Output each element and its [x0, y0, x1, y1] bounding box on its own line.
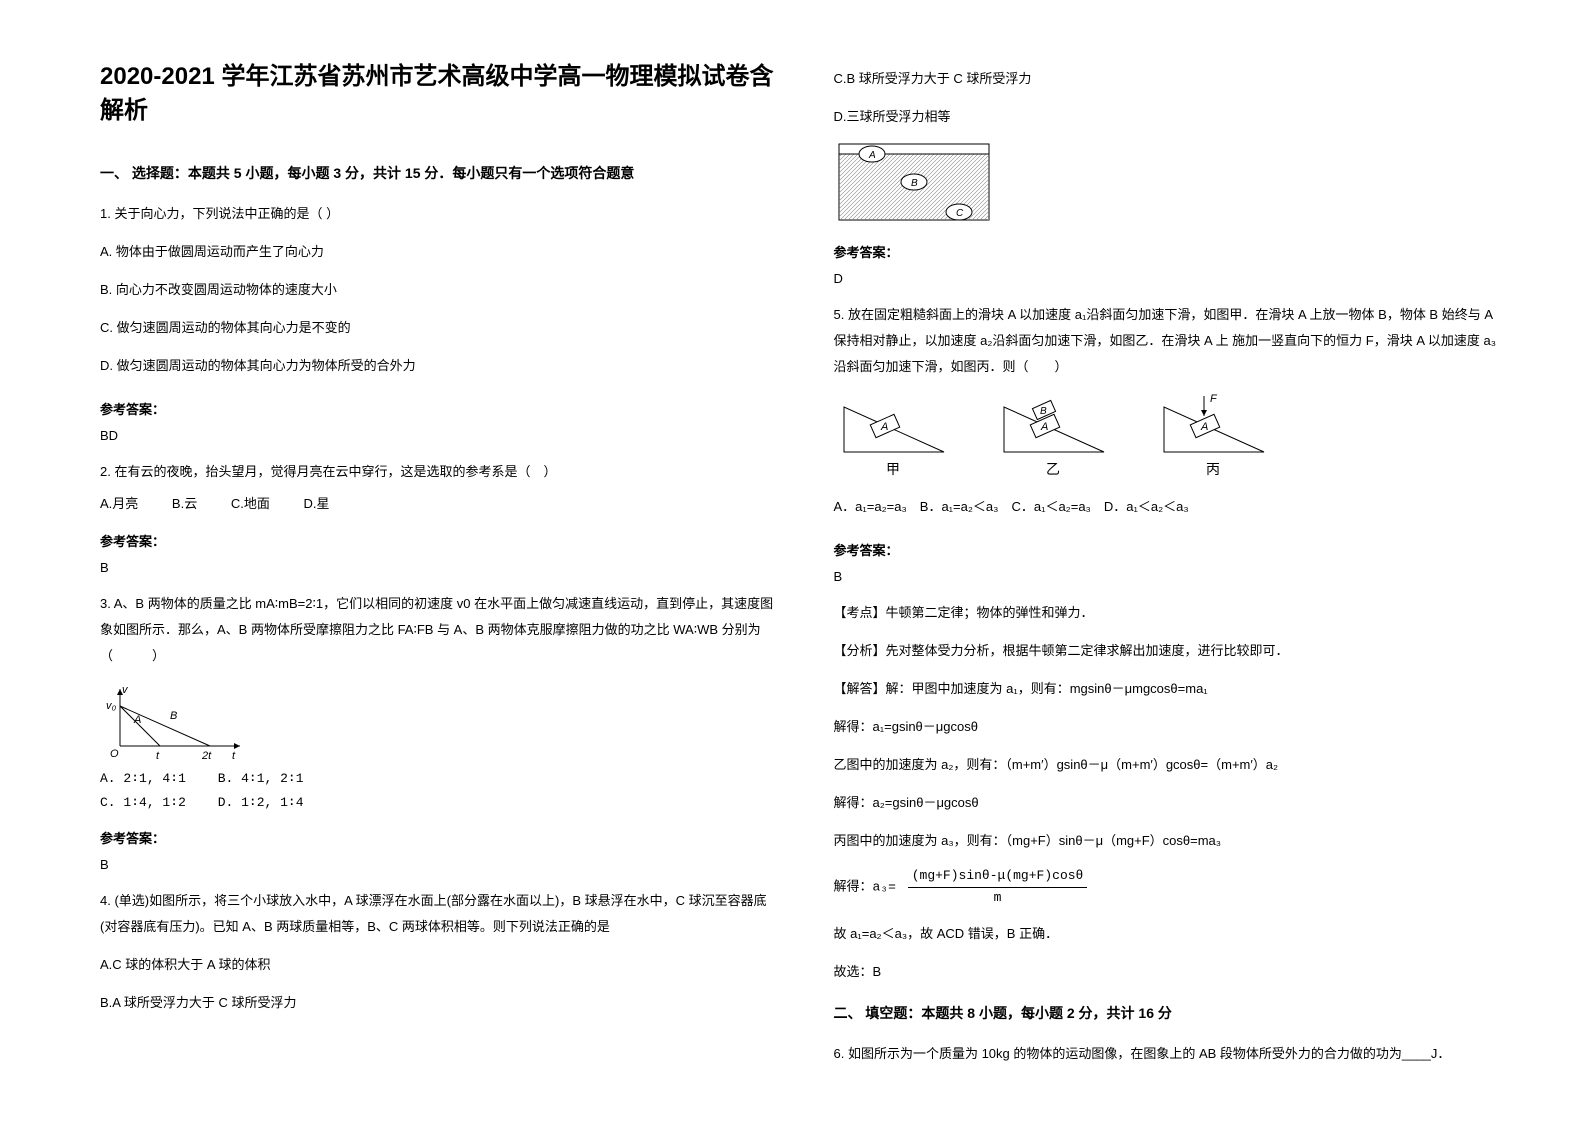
answer-label-4: 参考答案：	[834, 242, 1508, 261]
fraction-denominator: m	[908, 888, 1088, 909]
svg-text:v₀: v₀	[106, 700, 117, 712]
q3-answer: B	[100, 857, 774, 872]
q2-option-b: B.云	[172, 496, 197, 511]
q2-option-a: A.月亮	[100, 496, 138, 511]
q2-answer: B	[100, 560, 774, 575]
q3-velocity-graph: v v₀ A B O t 2t t	[100, 681, 250, 761]
svg-text:B: B	[1040, 406, 1047, 417]
q3-option-c: C. 1∶4, 1∶2	[100, 795, 186, 810]
left-column: 2020-2021 学年江苏省苏州市艺术高级中学高一物理模拟试卷含解析 一、 选…	[100, 60, 774, 1082]
q5-options: A．a₁=a₂=a₃ B．a₁=a₂＜a₃ C．a₁＜a₂=a₃ D．a₁＜a₂…	[834, 494, 1508, 520]
svg-text:v: v	[122, 684, 129, 696]
right-column: C.B 球所受浮力大于 C 球所受浮力 D.三球所受浮力相等 A B C 参考答…	[834, 60, 1508, 1082]
q4-option-c: C.B 球所受浮力大于 C 球所受浮力	[834, 66, 1508, 92]
q5-answer: B	[834, 569, 1508, 584]
q5-incline-diagram: A 甲 A B 乙 A F 丙	[834, 392, 1294, 482]
fraction-icon: (mg+F)sinθ-μ(mg+F)cosθ m	[908, 866, 1088, 909]
section-1-heading: 一、 选择题：本题共 5 小题，每小题 3 分，共计 15 分．每小题只有一个选…	[100, 163, 774, 183]
q1-option-d: D. 做匀速圆周运动的物体其向心力为物体所受的合外力	[100, 353, 774, 379]
q2-option-c: C.地面	[231, 496, 270, 511]
svg-text:C: C	[956, 208, 964, 219]
q5-sol-9: 故 a₁=a₂＜a₃，故 ACD 错误，B 正确．	[834, 921, 1508, 947]
svg-text:2t: 2t	[201, 750, 212, 761]
svg-text:A: A	[868, 150, 876, 161]
q4-stem: 4. (单选)如图所示，将三个小球放入水中，A 球漂浮在水面上(部分露在水面以上…	[100, 888, 774, 940]
svg-text:A: A	[880, 421, 888, 433]
svg-text:t: t	[156, 750, 160, 761]
svg-text:B: B	[170, 710, 177, 722]
q6-stem: 6. 如图所示为一个质量为 10kg 的物体的运动图像，在图象上的 AB 段物体…	[834, 1041, 1508, 1067]
svg-text:甲: 甲	[886, 461, 900, 477]
answer-label-1: 参考答案：	[100, 399, 774, 418]
q5-sol-8: 解得：a₃= (mg+F)sinθ-μ(mg+F)cosθ m	[834, 866, 1508, 909]
svg-text:A: A	[1200, 421, 1208, 433]
q3-option-d: D. 1∶2, 1∶4	[218, 795, 304, 810]
q5-sol-2: 【分析】先对整体受力分析，根据牛顿第二定律求解出加速度，进行比较即可．	[834, 638, 1508, 664]
exam-title: 2020-2021 学年江苏省苏州市艺术高级中学高一物理模拟试卷含解析	[100, 60, 774, 127]
q4-option-a: A.C 球的体积大于 A 球的体积	[100, 952, 774, 978]
fraction-numerator: (mg+F)sinθ-μ(mg+F)cosθ	[908, 866, 1088, 888]
svg-text:A: A	[133, 714, 141, 726]
svg-text:B: B	[911, 178, 918, 189]
svg-text:t: t	[232, 750, 236, 761]
q3-option-b: B. 4∶1, 2∶1	[218, 771, 304, 786]
q4-option-d: D.三球所受浮力相等	[834, 104, 1508, 130]
section-2-heading: 二、 填空题：本题共 8 小题，每小题 2 分，共计 16 分	[834, 1003, 1508, 1023]
answer-label-2: 参考答案：	[100, 531, 774, 550]
q2-options: A.月亮 B.云 C.地面 D.星	[100, 491, 774, 517]
q4-buoyancy-diagram: A B C	[834, 142, 994, 222]
svg-text:乙: 乙	[1046, 461, 1060, 477]
svg-text:F: F	[1210, 393, 1218, 405]
q5-stem: 5. 放在固定粗糙斜面上的滑块 A 以加速度 a₁沿斜面匀加速下滑，如图甲．在滑…	[834, 302, 1508, 380]
q5-sol-10: 故选：B	[834, 959, 1508, 985]
svg-text:O: O	[110, 748, 119, 760]
q4-answer: D	[834, 271, 1508, 286]
answer-label-5: 参考答案：	[834, 540, 1508, 559]
q4-option-b: B.A 球所受浮力大于 C 球所受浮力	[100, 990, 774, 1016]
q2-stem: 2. 在有云的夜晚，抬头望月，觉得月亮在云中穿行，这是选取的参考系是（ ）	[100, 459, 774, 485]
q5-sol-7: 丙图中的加速度为 a₃，则有：（mg+F）sinθ－μ（mg+F）cosθ=ma…	[834, 828, 1508, 854]
q1-option-a: A. 物体由于做圆周运动而产生了向心力	[100, 239, 774, 265]
q3-option-a: A. 2∶1, 4∶1	[100, 771, 186, 786]
q3-options: A. 2∶1, 4∶1 B. 4∶1, 2∶1 C. 1∶4, 1∶2 D. 1…	[100, 767, 774, 814]
q5-sol-1: 【考点】牛顿第二定律；物体的弹性和弹力．	[834, 600, 1508, 626]
q2-option-d: D.星	[303, 496, 329, 511]
q3-stem: 3. A、B 两物体的质量之比 mA∶mB=2∶1，它们以相同的初速度 v0 在…	[100, 591, 774, 669]
q5-sol-6: 解得：a₂=gsinθ－μgcosθ	[834, 790, 1508, 816]
answer-label-3: 参考答案：	[100, 828, 774, 847]
q1-option-c: C. 做匀速圆周运动的物体其向心力是不变的	[100, 315, 774, 341]
svg-text:丙: 丙	[1206, 461, 1220, 477]
q5-sol-8-prefix: 解得：a₃=	[834, 880, 896, 895]
q1-answer: BD	[100, 428, 774, 443]
q5-sol-3: 【解答】解：甲图中加速度为 a₁，则有：mgsinθ－μmgcosθ=ma₁	[834, 676, 1508, 702]
q1-stem: 1. 关于向心力，下列说法中正确的是（ ）	[100, 201, 774, 227]
q1-option-b: B. 向心力不改变圆周运动物体的速度大小	[100, 277, 774, 303]
q5-sol-5: 乙图中的加速度为 a₂，则有：（m+m′）gsinθ－μ（m+m′）gcosθ=…	[834, 752, 1508, 778]
q5-sol-4: 解得：a₁=gsinθ－μgcosθ	[834, 714, 1508, 740]
svg-text:A: A	[1040, 421, 1048, 433]
